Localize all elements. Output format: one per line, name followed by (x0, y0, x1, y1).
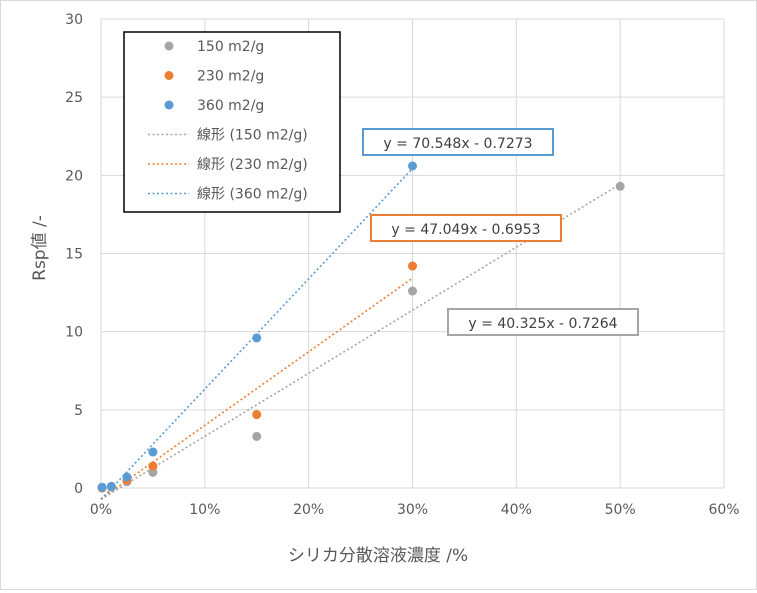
y-tick-label: 5 (74, 403, 83, 419)
y-tick-label: 0 (74, 481, 83, 497)
y-tick-label: 20 (65, 168, 83, 184)
legend-label: 150 m2/g (197, 39, 264, 55)
equation-box (362, 128, 554, 156)
x-tick-label: 40% (501, 502, 532, 518)
equation-label-layer: y = 40.325x - 0.7264 y = 47.049x - 0.6953… (362, 128, 639, 336)
trendline (100, 277, 413, 500)
equation-box (447, 308, 639, 336)
x-tick-label: 20% (293, 502, 324, 518)
x-axis-label: シリカ分散溶液濃度 /% (288, 546, 468, 566)
x-tick-label: 30% (397, 502, 428, 518)
data-point (408, 161, 417, 171)
y-tick-label: 15 (65, 247, 83, 263)
data-point (148, 447, 158, 457)
legend-label: 230 m2/g (197, 69, 264, 85)
data-point (106, 481, 116, 491)
data-point (408, 261, 417, 271)
trendline (100, 167, 414, 500)
data-point (252, 431, 262, 441)
x-tick-label: 10% (189, 502, 220, 518)
data-point-layer (97, 161, 625, 493)
x-tick-label: 50% (605, 502, 636, 518)
equation-label: y = 40.325x - 0.7264 (468, 316, 617, 332)
equation-box (370, 214, 562, 242)
data-point (148, 461, 158, 471)
legend-label: 線形 (230 m2/g) (197, 157, 308, 173)
equation-label: y = 70.548x - 0.7273 (383, 136, 532, 152)
legend: 150 m2/g 230 m2/g 360 m2/g 線形 (150 m2/g) 線形 … (123, 31, 341, 213)
y-tick-label: 25 (65, 90, 83, 106)
y-tick-label: 30 (65, 12, 83, 28)
legend-marker (164, 100, 174, 110)
legend-box (123, 31, 341, 213)
legend-label: 線形 (360 m2/g) (197, 187, 308, 203)
data-point (252, 333, 262, 343)
x-tick-label: 0% (90, 502, 112, 518)
data-point (615, 181, 625, 191)
equation-label: y = 47.049x - 0.6953 (391, 222, 540, 238)
data-point (408, 286, 417, 296)
legend-marker (164, 71, 174, 80)
data-point (148, 467, 158, 477)
data-point (252, 410, 262, 420)
tick-label-layer: 0 5 10 15 20 25 30 0% 10% 20% 30% 40% 50% 60% (65, 12, 739, 518)
legend-marker (164, 41, 174, 51)
x-tick-label: 60% (708, 502, 739, 518)
y-axis-label: Rsp値 /- (30, 215, 50, 281)
legend-label: 線形 (150 m2/g) (197, 128, 308, 144)
data-point (122, 472, 132, 482)
legend-label: 360 m2/g (197, 98, 264, 114)
y-tick-label: 10 (65, 325, 83, 341)
data-point (97, 482, 107, 492)
